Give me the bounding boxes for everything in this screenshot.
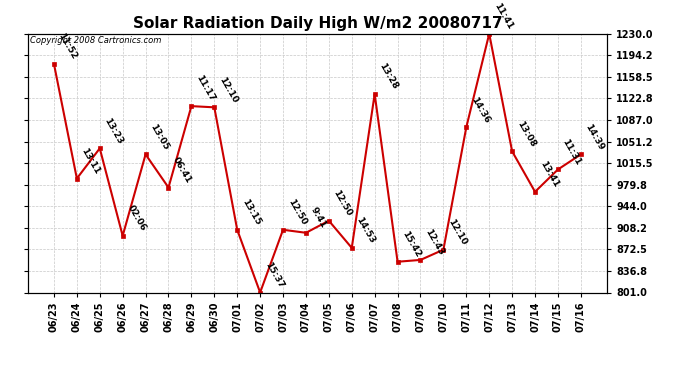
Text: 13:41: 13:41 — [538, 160, 560, 189]
Text: 11:52: 11:52 — [57, 32, 79, 61]
Text: 12:10: 12:10 — [217, 75, 239, 105]
Title: Solar Radiation Daily High W/m2 20080717: Solar Radiation Daily High W/m2 20080717 — [132, 16, 502, 31]
Text: 13:23: 13:23 — [103, 116, 125, 146]
Text: 06:41: 06:41 — [171, 156, 193, 185]
Text: 9:41: 9:41 — [308, 206, 328, 230]
Text: 14:39: 14:39 — [584, 122, 606, 152]
Text: 12:43: 12:43 — [423, 228, 446, 257]
Text: 13:28: 13:28 — [377, 62, 400, 91]
Text: 15:37: 15:37 — [263, 260, 285, 290]
Text: 12:50: 12:50 — [286, 198, 308, 227]
Text: 12:10: 12:10 — [446, 218, 469, 247]
Text: 13:05: 13:05 — [148, 122, 170, 152]
Text: 12:50: 12:50 — [332, 189, 354, 218]
Text: 13:15: 13:15 — [240, 198, 262, 227]
Text: 15:42: 15:42 — [400, 230, 422, 259]
Text: 02:06: 02:06 — [126, 204, 148, 233]
Text: 11:17: 11:17 — [194, 74, 217, 104]
Text: 13:08: 13:08 — [515, 119, 537, 148]
Text: 13:11: 13:11 — [79, 146, 101, 176]
Text: 14:53: 14:53 — [355, 216, 377, 245]
Text: 11:31: 11:31 — [561, 137, 583, 166]
Text: 11:41: 11:41 — [492, 2, 514, 31]
Text: 14:36: 14:36 — [469, 95, 491, 124]
Text: Copyright 2008 Cartronics.com: Copyright 2008 Cartronics.com — [30, 36, 162, 45]
